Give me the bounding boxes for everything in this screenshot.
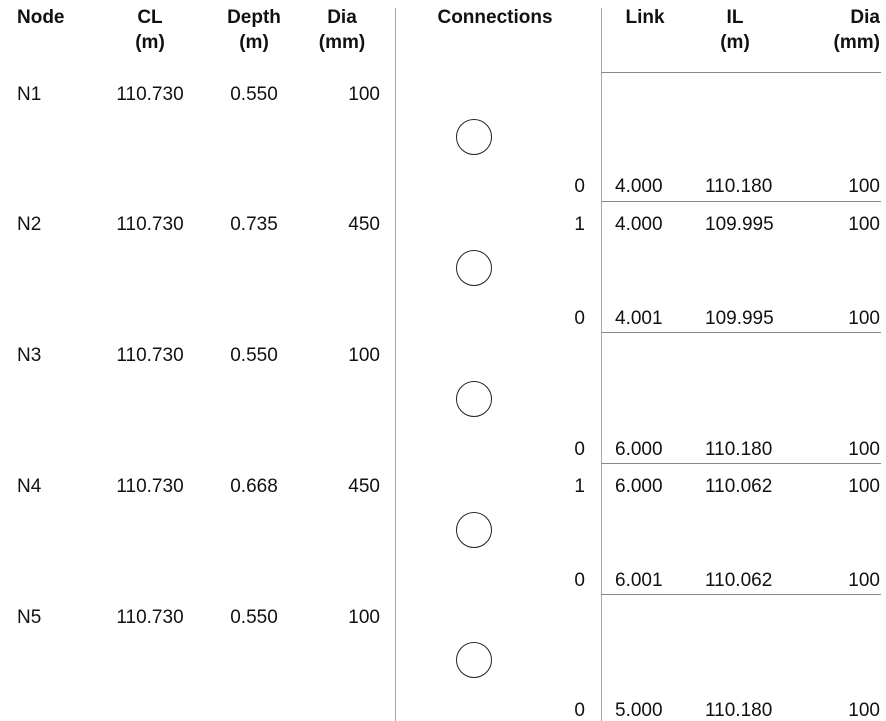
cover-level: 110.730	[116, 607, 184, 628]
header-dia: Dia	[327, 7, 357, 28]
link-length: 4.000	[615, 176, 663, 197]
header-link: Link	[625, 7, 665, 28]
connection-number: 0	[574, 176, 585, 197]
header-depth-unit: (m)	[239, 32, 269, 53]
link-diameter: 100	[848, 214, 880, 235]
invert-level: 110.180	[705, 700, 773, 721]
node-diameter: 100	[348, 345, 380, 366]
invert-level: 110.062	[705, 570, 773, 591]
node-id: N2	[17, 214, 42, 235]
link-diameter: 100	[848, 176, 880, 197]
link-length: 4.000	[615, 214, 663, 235]
connection-number: 0	[574, 308, 585, 329]
row-separator	[601, 201, 881, 202]
link-length: 6.000	[615, 476, 663, 497]
cover-level: 110.730	[116, 84, 184, 105]
node-id: N4	[17, 476, 42, 497]
link-diameter: 100	[848, 439, 880, 460]
header-cl-unit: (m)	[135, 32, 165, 53]
cover-level: 110.730	[116, 476, 184, 497]
manhole-icon	[456, 250, 492, 286]
manhole-icon	[456, 119, 492, 155]
invert-level: 110.180	[705, 176, 773, 197]
cover-level: 110.730	[116, 214, 184, 235]
row-separator	[601, 594, 881, 595]
depth-value: 0.550	[230, 607, 278, 628]
row-separator	[601, 332, 881, 333]
node-diameter: 100	[348, 607, 380, 628]
connection-number: 0	[574, 570, 585, 591]
manhole-icon	[456, 642, 492, 678]
connections-left-divider	[395, 8, 396, 721]
row-separator	[601, 463, 881, 464]
node-diameter: 450	[348, 476, 380, 497]
invert-level: 109.995	[705, 214, 774, 235]
header-out-dia: Dia	[850, 7, 880, 28]
connection-number: 1	[574, 214, 585, 235]
depth-value: 0.668	[230, 476, 278, 497]
manhole-icon	[456, 381, 492, 417]
cover-level: 110.730	[116, 345, 184, 366]
node-diameter: 450	[348, 214, 380, 235]
depth-value: 0.550	[230, 345, 278, 366]
connections-right-divider	[601, 8, 602, 721]
header-il-unit: (m)	[720, 32, 750, 53]
node-id: N5	[17, 607, 42, 628]
link-length: 5.000	[615, 700, 663, 721]
link-diameter: 100	[848, 570, 880, 591]
depth-value: 0.550	[230, 84, 278, 105]
connection-number: 1	[574, 476, 585, 497]
link-diameter: 100	[848, 308, 880, 329]
link-length: 4.001	[615, 308, 663, 329]
header-dia-unit: (mm)	[318, 32, 366, 53]
link-length: 6.001	[615, 570, 663, 591]
invert-level: 109.995	[705, 308, 774, 329]
header-separator	[601, 72, 881, 73]
node-id: N1	[17, 84, 42, 105]
header-out-dia-unit: (mm)	[833, 32, 880, 53]
node-id: N3	[17, 345, 42, 366]
invert-level: 110.180	[705, 439, 773, 460]
header-connections: Connections	[437, 7, 553, 28]
header-depth: Depth	[227, 7, 281, 28]
invert-level: 110.062	[705, 476, 773, 497]
connection-number: 0	[574, 439, 585, 460]
header-cl: CL	[137, 7, 163, 28]
node-diameter: 100	[348, 84, 380, 105]
header-il: IL	[726, 7, 744, 28]
link-diameter: 100	[848, 700, 880, 721]
link-length: 6.000	[615, 439, 663, 460]
manhole-icon	[456, 512, 492, 548]
connection-number: 0	[574, 700, 585, 721]
depth-value: 0.735	[230, 214, 278, 235]
link-diameter: 100	[848, 476, 880, 497]
header-node: Node	[17, 7, 65, 28]
